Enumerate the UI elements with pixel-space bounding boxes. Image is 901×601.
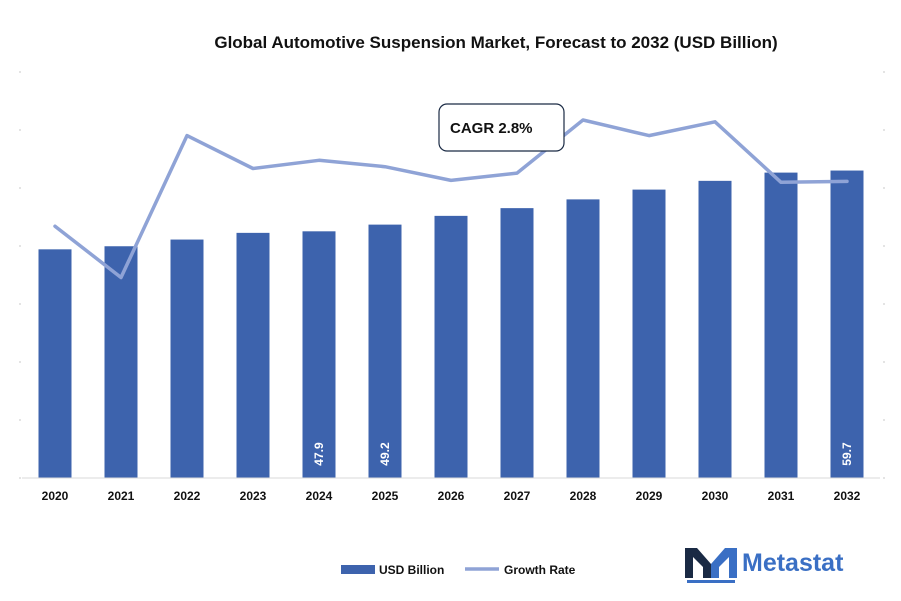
x-tick-label: 2022	[174, 489, 201, 503]
brand-name: Metastat	[742, 549, 844, 577]
bar-2027	[500, 208, 534, 478]
x-tick-label: 2025	[372, 489, 399, 503]
axis-tick-left	[19, 477, 21, 479]
axis-tick-left	[19, 71, 21, 73]
bar-2029	[632, 189, 666, 478]
axis-tick-left	[19, 361, 21, 363]
legend-label-growth-rate: Growth Rate	[504, 563, 576, 577]
bar-2026	[434, 215, 468, 479]
bar-2030	[698, 180, 732, 478]
bar-2031	[764, 172, 798, 479]
x-tick-label: 2030	[702, 489, 729, 503]
metastat-logo-icon	[685, 548, 737, 583]
axis-tick-right	[883, 129, 885, 131]
growth-rate-line	[53, 118, 849, 280]
axis-tick-left	[19, 419, 21, 421]
axis-tick-left	[19, 303, 21, 305]
x-tick-label: 2023	[240, 489, 267, 503]
x-tick-label: 2029	[636, 489, 663, 503]
axis-tick-right	[883, 419, 885, 421]
x-tick-label: 2032	[834, 489, 861, 503]
brand-logo: Metastat	[685, 548, 844, 583]
bar-2024	[302, 231, 336, 478]
axis-tick-right	[883, 361, 885, 363]
bar-data-labels: 47.9 49.2 59.7	[312, 442, 854, 466]
axis-tick-right	[883, 71, 885, 73]
bar-2032	[830, 170, 864, 479]
bar-data-label: 49.2	[378, 442, 392, 466]
x-tick-label: 2020	[42, 489, 69, 503]
x-tick-label: 2024	[306, 489, 333, 503]
x-tick-label: 2028	[570, 489, 597, 503]
cagr-text: CAGR 2.8%	[450, 120, 533, 137]
x-tick-label: 2026	[438, 489, 465, 503]
legend-label-usd-billion: USD Billion	[379, 563, 444, 577]
bars	[38, 170, 864, 479]
chart-title: Global Automotive Suspension Market, For…	[214, 33, 777, 52]
x-tick-labels: 2020 2021 2022 2023 2024 2025 2026 2027 2028 2029…	[42, 489, 861, 503]
cagr-box	[438, 103, 565, 152]
axis-tick-marks	[19, 71, 885, 479]
bar-2021	[104, 246, 138, 478]
x-tick-label: 2021	[108, 489, 135, 503]
legend-swatch-usd-billion	[341, 565, 375, 574]
axis-tick-right	[883, 303, 885, 305]
bar-data-label: 59.7	[840, 442, 854, 466]
bar-2028	[566, 199, 600, 478]
bar-2023	[236, 232, 270, 478]
bar-data-label: 47.9	[312, 442, 326, 466]
bar-2020	[38, 249, 72, 478]
axis-tick-left	[19, 129, 21, 131]
x-tick-label: 2027	[504, 489, 531, 503]
axis-tick-right	[883, 477, 885, 479]
axis-tick-right	[883, 245, 885, 247]
axis-tick-left	[19, 187, 21, 189]
axis-tick-right	[883, 187, 885, 189]
cagr-callout: CAGR 2.8%	[438, 103, 565, 152]
bar-2025	[368, 224, 402, 478]
x-tick-label: 2031	[768, 489, 795, 503]
bar-2022	[170, 239, 204, 478]
axis-tick-left	[19, 245, 21, 247]
legend: USD Billion Growth Rate	[341, 563, 576, 577]
